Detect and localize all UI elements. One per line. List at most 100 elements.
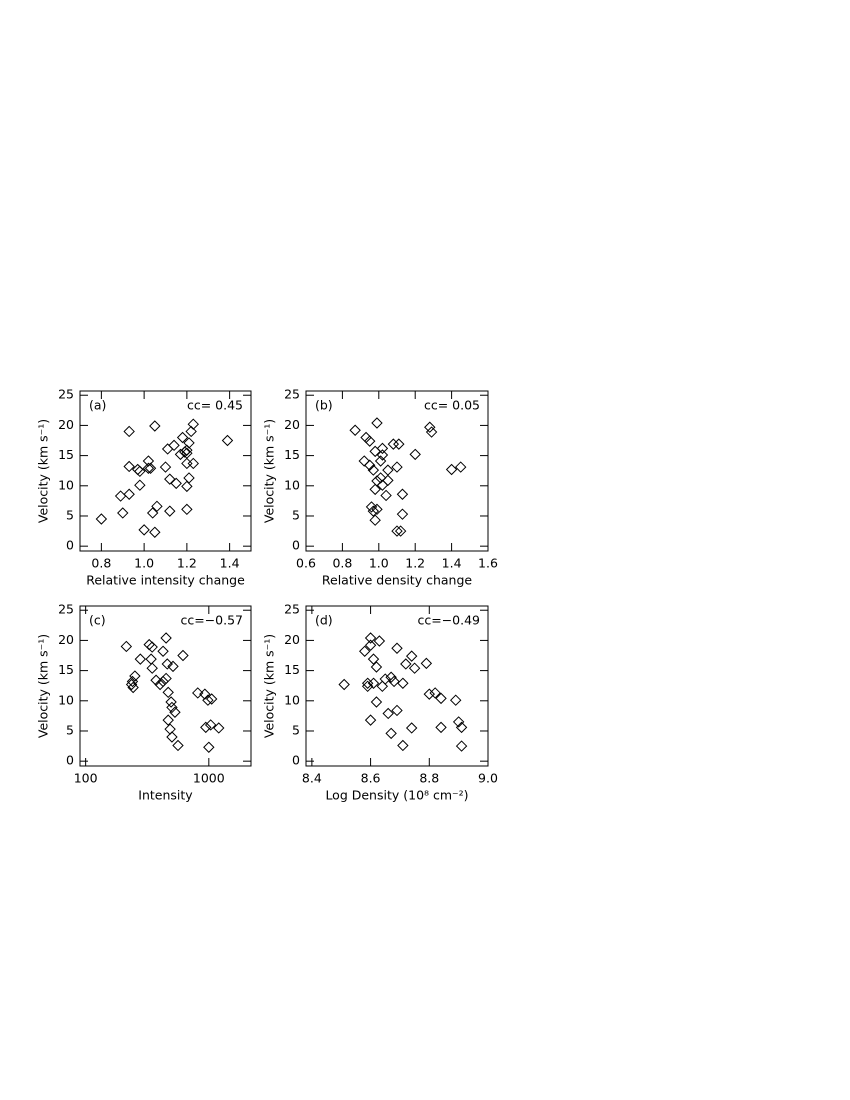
data-point [187,418,199,430]
data-point [149,526,161,538]
plot-frame [79,390,252,552]
y-tick-label: 0 [66,753,74,768]
data-point [166,731,178,743]
data-point [154,678,166,691]
x-tick-label: 8.4 [302,771,322,786]
data-point [365,501,378,513]
y-tick-label: 0 [66,538,74,553]
x-tick-label: 8.6 [361,771,381,786]
data-point [114,490,127,502]
data-point [429,687,441,699]
annotation: cc=−0.49 [417,613,480,628]
data-point [160,632,172,644]
annotation: cc=−0.57 [180,613,243,628]
data-point [129,670,141,682]
data-point [369,483,381,496]
y-tick-label: 20 [58,417,74,432]
data-point [367,653,380,665]
data-point [376,442,389,455]
annotation: cc= 0.05 [424,398,480,413]
data-point [382,707,394,720]
data-point [376,680,389,693]
y-tick-label: 5 [66,507,74,522]
data-point [146,507,159,519]
data-point [176,431,189,444]
data-point [374,455,387,467]
data-point [164,473,176,485]
data-point [361,680,374,693]
data-point [371,475,383,487]
data-point [169,706,181,718]
data-point [361,677,374,689]
data-point [145,653,157,665]
data-point [424,421,436,433]
y-tick-label: 10 [284,477,300,492]
y-tick-label: 15 [284,662,300,677]
data-point [370,661,383,673]
data-point [183,472,195,484]
data-point [349,424,361,436]
data-point [142,462,155,474]
plot-frame [305,605,489,767]
data-point [160,672,172,685]
y-tick-label: 15 [58,447,74,462]
data-point [166,701,178,714]
data-point [95,513,108,525]
y-tick-label: 0 [292,753,300,768]
data-point [359,645,371,657]
plot-frame [79,605,252,767]
data-point [397,739,409,752]
y-axis-label: Velocity (km s⁻¹) [36,634,51,738]
data-point [379,673,391,685]
y-tick-label: 10 [58,477,74,492]
data-point [363,435,376,447]
data-point [221,434,234,447]
data-point [181,444,193,456]
x-axis-label: Relative density change [322,573,472,588]
data-point [185,425,197,438]
data-point [181,503,193,516]
data-point [455,721,468,734]
y-tick-label: 10 [284,692,300,707]
data-point [420,657,433,670]
y-tick-label: 0 [292,538,300,553]
x-axis-label: Relative intensity change [86,573,245,588]
data-point [391,461,403,473]
data-point [162,714,174,726]
x-axis-label: Intensity [138,788,193,803]
data-point [391,704,403,717]
data-point [164,505,176,517]
data-point [203,741,215,753]
data-point [181,480,193,493]
data-point [371,417,383,429]
data-point [387,438,400,450]
data-point [199,688,211,700]
data-point [408,662,421,674]
x-tick-label: 100 [74,771,98,786]
data-point [200,721,212,734]
x-tick-label: 1.4 [442,556,462,571]
data-point [371,503,383,516]
data-point [157,675,169,688]
data-point [385,671,397,683]
y-tick-label: 10 [58,692,74,707]
y-tick-label: 20 [58,632,74,647]
y-tick-label: 20 [284,417,300,432]
data-point [405,650,418,662]
data-point [146,641,158,653]
data-point [170,477,182,490]
data-point [455,740,468,752]
x-tick-label: 1.2 [405,556,425,571]
x-tick-label: 1000 [193,771,225,786]
data-point [394,525,407,537]
data-point [167,660,179,673]
x-tick-label: 0.8 [91,556,111,571]
data-point [396,488,409,500]
panel-label: (a) [89,398,106,413]
y-tick-label: 5 [66,722,74,737]
data-point [165,696,177,708]
panel-label: (b) [315,398,333,413]
data-point [202,694,214,706]
data-point [452,716,465,728]
